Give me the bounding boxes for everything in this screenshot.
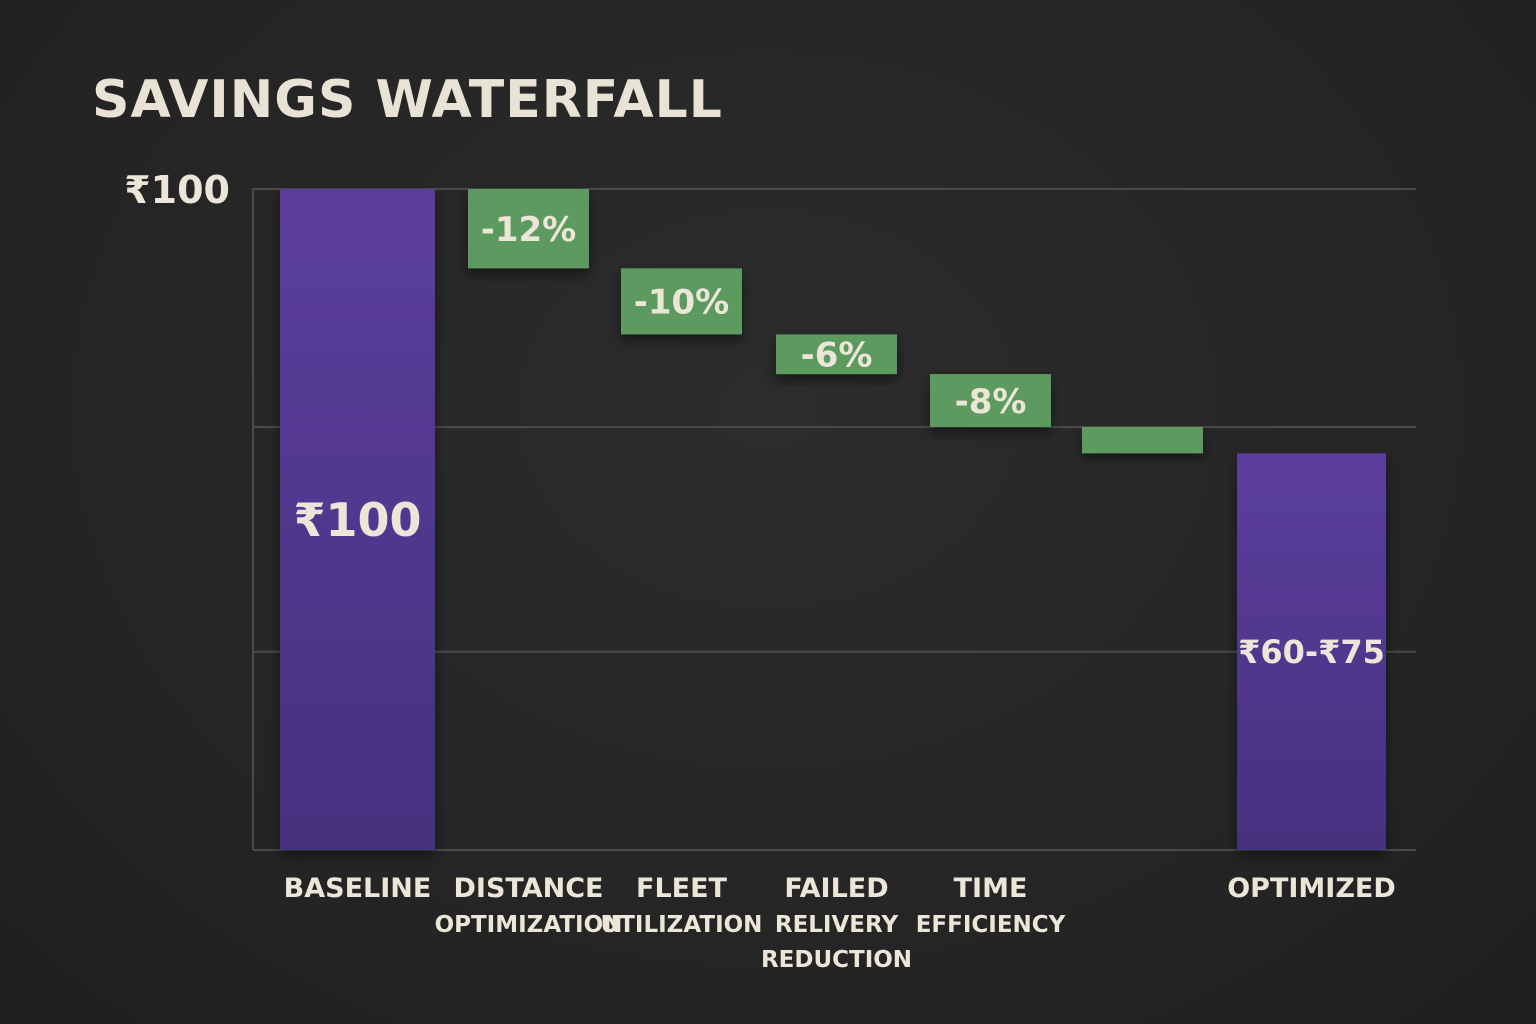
bar-optimized (1237, 453, 1386, 850)
category-label: FLEET (636, 873, 728, 904)
chart-title: SAVINGS WATERFALL (92, 70, 723, 130)
category-label: TIME (954, 873, 1028, 904)
bar-step (1082, 426, 1203, 454)
category-label: FAILED (784, 873, 888, 904)
data-label: -8% (955, 382, 1027, 422)
category-label: EFFICIENCY (916, 912, 1066, 938)
bar-time (930, 374, 1051, 427)
data-label: ₹100 (293, 493, 421, 547)
data-label: -6% (801, 335, 873, 375)
data-label: ₹60-₹75 (1238, 633, 1385, 671)
category-label: BASELINE (284, 873, 432, 904)
data-label: -10% (634, 283, 730, 323)
category-label: REDUCTION (761, 947, 912, 973)
category-label: DISTANCE (454, 873, 604, 904)
category-label: RELIVERY (775, 912, 899, 938)
category-label: UTILIZATION (601, 912, 763, 938)
bar-baseline (280, 189, 435, 850)
bar-fleet (621, 268, 742, 335)
category-label: OPTIMIZED (1227, 873, 1396, 904)
data-label: -12% (481, 210, 577, 250)
category-label: OPTIMIZATION (435, 912, 623, 938)
bar-distance (468, 189, 589, 269)
bar-failed (776, 334, 897, 375)
y-tick-label: ₹100 (124, 168, 230, 212)
